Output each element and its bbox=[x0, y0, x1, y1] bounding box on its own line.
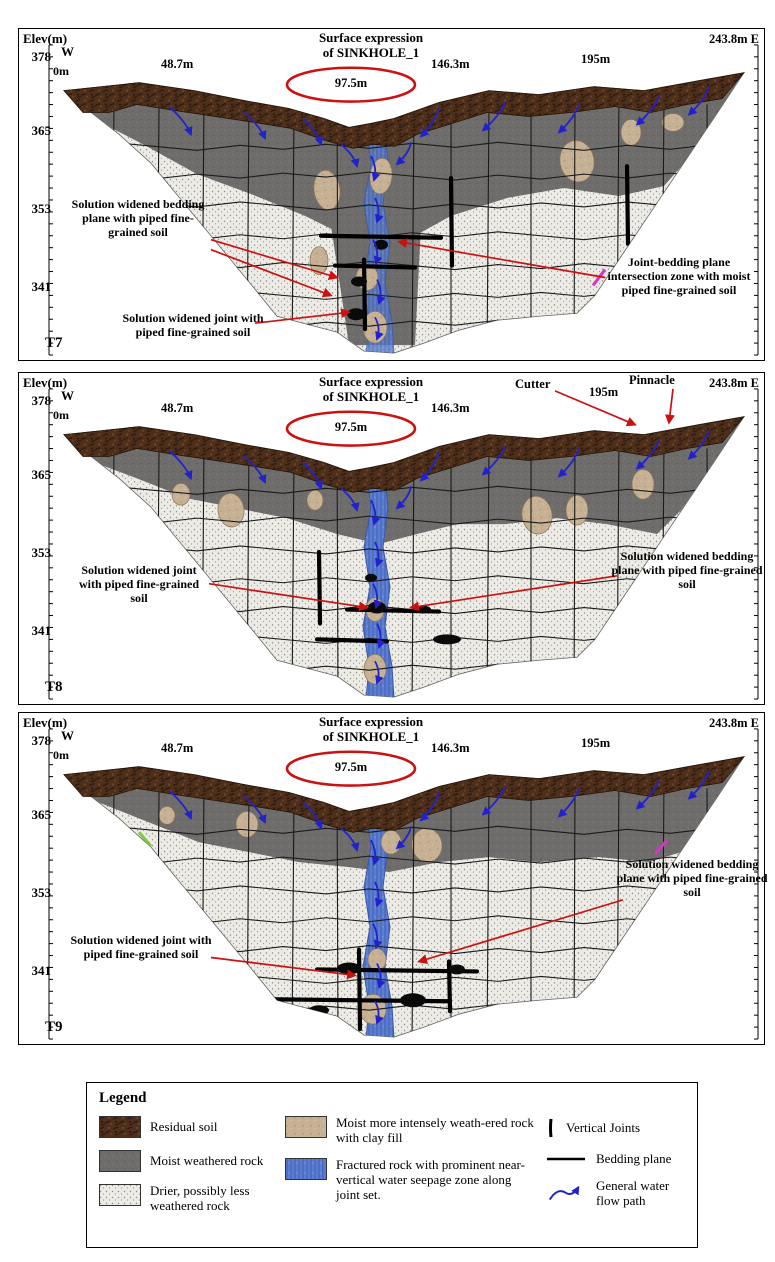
legend-grid: Residual soil Moist weathered rock Drier… bbox=[99, 1115, 685, 1226]
annotation-solution-widened-bedding-plane: Solution widened bedding plane with pipe… bbox=[611, 549, 763, 592]
distance-243m: 243.8m bbox=[708, 376, 748, 390]
title-line1: Surface expression bbox=[318, 374, 424, 389]
distance-0m: 0m bbox=[53, 408, 69, 422]
distance-195m: 195m bbox=[589, 385, 619, 399]
moist-weathered-rock-swatch bbox=[99, 1150, 141, 1172]
distance-48m: 48.7m bbox=[161, 741, 194, 755]
bedding-plane-symbol bbox=[547, 1158, 585, 1161]
distance-48m: 48.7m bbox=[161, 57, 194, 71]
elevation-365: 365 bbox=[31, 123, 52, 138]
distance-0m: 0m bbox=[53, 64, 69, 78]
legend-label-clay-fill: Moist more intensely weath-ered rock wit… bbox=[336, 1115, 534, 1145]
distance-243m: 243.8m bbox=[708, 32, 748, 46]
pinnacle-label: Pinnacle bbox=[629, 373, 675, 387]
distance-146m: 146.3m bbox=[431, 57, 470, 71]
east-label: 243.8m E bbox=[709, 376, 759, 391]
distance-195m: 195m bbox=[581, 736, 611, 750]
fractured-rock-swatch bbox=[285, 1157, 327, 1180]
west-label: W bbox=[61, 388, 74, 403]
annotation-solution-widened-bedding-plane: Solution widened bedding plane with pipe… bbox=[616, 857, 768, 900]
legend-item-residual-soil: Residual soil bbox=[99, 1116, 277, 1138]
residual-soil-swatch bbox=[99, 1116, 141, 1138]
legend-item-moist-weathered-rock: Moist weathered rock bbox=[99, 1150, 277, 1172]
elevation-365: 365 bbox=[31, 467, 52, 482]
sinkhole-title: Surface expression of SINKHOLE_1 bbox=[291, 714, 451, 745]
geology-drawing-t7 bbox=[48, 44, 759, 356]
legend-label-residual-soil: Residual soil bbox=[150, 1118, 218, 1134]
legend-item-drier-rock: Drier, possibly less weathered rock bbox=[99, 1183, 277, 1214]
elevation-341: 341 bbox=[31, 623, 52, 638]
distance-146m: 146.3m bbox=[431, 741, 470, 755]
annotation-solution-widened-joint: Solution widened joint with piped fine-g… bbox=[70, 933, 212, 962]
drier-rock-swatch bbox=[99, 1184, 141, 1206]
legend-column-1: Residual soil Moist weathered rock Drier… bbox=[99, 1116, 277, 1226]
legend: Legend Residual soil Moist weathered roc… bbox=[86, 1082, 698, 1248]
legend-item-water-flow: General water flow path bbox=[545, 1177, 685, 1209]
title-line2: of SINKHOLE_1 bbox=[322, 44, 420, 60]
sinkhole-title: Surface expression of SINKHOLE_1 bbox=[291, 374, 451, 405]
annotation-solution-widened-joint: Solution widened joint with piped fine-g… bbox=[122, 311, 264, 340]
legend-label-fractured-rock: Fractured rock with prominent near-verti… bbox=[336, 1156, 525, 1202]
west-label: W bbox=[61, 44, 74, 59]
elevation-341: 341 bbox=[31, 279, 52, 294]
elevation-341: 341 bbox=[31, 963, 52, 978]
distance-243m: 243.8m bbox=[708, 716, 748, 730]
legend-item-fractured-rock: Fractured rock with prominent near-verti… bbox=[285, 1156, 537, 1203]
annotation-joint-bedding-intersection: Joint-bedding plane intersection zone wi… bbox=[607, 255, 751, 298]
elevation-353: 353 bbox=[31, 201, 52, 216]
title-line2: of SINKHOLE_1 bbox=[322, 728, 420, 744]
title-line1: Surface expression bbox=[318, 714, 424, 729]
elevation-365: 365 bbox=[31, 807, 52, 822]
elevation-378: 378 bbox=[31, 393, 52, 408]
distance-195m: 195m bbox=[581, 52, 611, 66]
distance-48m: 48.7m bbox=[161, 401, 194, 415]
water-flow-symbol bbox=[548, 1185, 580, 1201]
distance-97m-sinkhole: 97.5m bbox=[334, 760, 368, 774]
legend-item-bedding-plane: Bedding plane bbox=[545, 1151, 685, 1167]
panel-id-t9: T9 bbox=[45, 1019, 63, 1035]
elevation-axis-label: Elev(m) bbox=[23, 375, 68, 390]
east-letter: E bbox=[750, 32, 759, 46]
legend-item-vertical-joints: Vertical Joints bbox=[545, 1116, 685, 1140]
elevation-axis-label: Elev(m) bbox=[23, 31, 68, 46]
distance-97m-sinkhole: 97.5m bbox=[334, 420, 368, 434]
elevation-353: 353 bbox=[31, 885, 52, 900]
title-line1: Surface expression bbox=[318, 30, 424, 45]
clay-fill-swatch bbox=[285, 1116, 327, 1138]
legend-column-2: Moist more intensely weath-ered rock wit… bbox=[285, 1115, 537, 1226]
geology-drawing-t8 bbox=[48, 388, 759, 700]
legend-column-3: Vertical Joints Bedding plane General wa… bbox=[545, 1116, 685, 1226]
legend-label-moist-weathered-rock: Moist weathered rock bbox=[150, 1152, 264, 1168]
vertical-joint-symbol bbox=[549, 1118, 553, 1138]
cross-section-panel-t9: Elev(m) W 378 365 353 341 0m Surface exp… bbox=[18, 712, 768, 1045]
legend-label-water-flow: General water flow path bbox=[596, 1177, 670, 1208]
cross-section-panel-t8: Elev(m) W 378 365 353 341 0m Surface exp… bbox=[18, 372, 765, 705]
cutter-label: Cutter bbox=[515, 377, 551, 391]
legend-item-clay-fill: Moist more intensely weath-ered rock wit… bbox=[285, 1115, 537, 1146]
sinkhole-title: Surface expression of SINKHOLE_1 bbox=[291, 30, 451, 61]
elevation-378: 378 bbox=[31, 733, 52, 748]
geology-drawing-t9 bbox=[48, 728, 759, 1040]
panel-id-t7: T7 bbox=[45, 335, 63, 351]
legend-label-drier-rock: Drier, possibly less weathered rock bbox=[150, 1183, 250, 1213]
title-line2: of SINKHOLE_1 bbox=[322, 388, 420, 404]
west-label: W bbox=[61, 728, 74, 743]
east-letter: E bbox=[750, 376, 759, 390]
legend-title: Legend bbox=[99, 1090, 147, 1106]
legend-label-bedding-plane: Bedding plane bbox=[596, 1151, 672, 1166]
legend-label-vertical-joints: Vertical Joints bbox=[566, 1119, 641, 1135]
east-letter: E bbox=[750, 716, 759, 730]
distance-97m-sinkhole: 97.5m bbox=[334, 76, 368, 90]
distance-0m: 0m bbox=[53, 748, 69, 762]
elevation-378: 378 bbox=[31, 49, 52, 64]
annotation-solution-widened-joint: Solution widened joint with piped fine-g… bbox=[78, 563, 199, 606]
distance-146m: 146.3m bbox=[431, 401, 470, 415]
annotation-solution-widened-bedding-plane: Solution widened bedding plane with pipe… bbox=[71, 197, 205, 240]
east-label: 243.8m E bbox=[709, 716, 759, 731]
panel-id-t8: T8 bbox=[45, 679, 63, 695]
elevation-axis-label: Elev(m) bbox=[23, 715, 68, 730]
east-label: 243.8m E bbox=[709, 32, 759, 47]
cross-section-panel-t7: Elev(m) W 378 365 353 341 0m Surface exp… bbox=[18, 28, 765, 361]
elevation-353: 353 bbox=[31, 545, 52, 560]
